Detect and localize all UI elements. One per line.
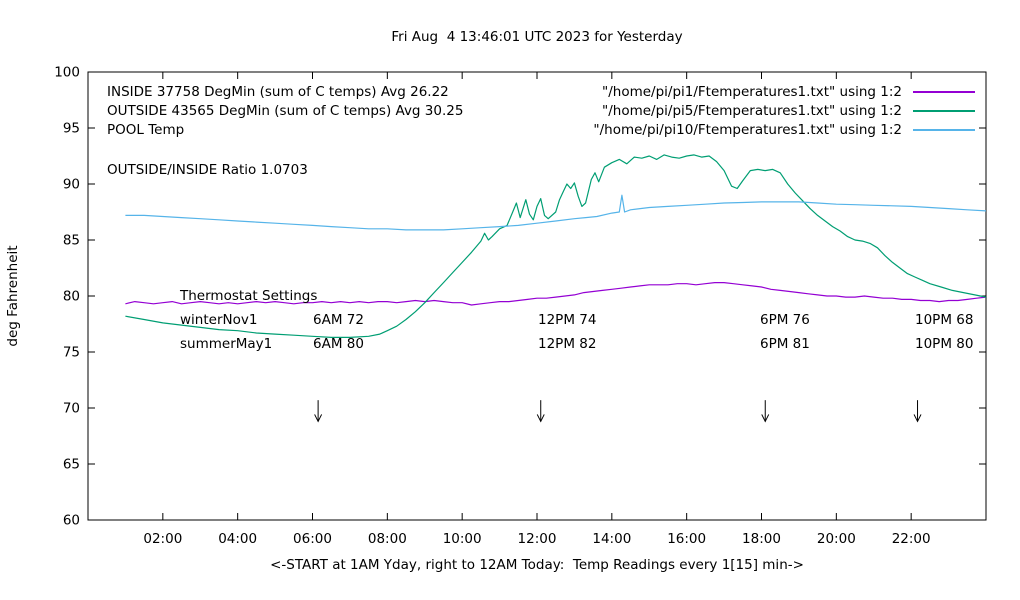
x-tick-label: 18:00 [742,531,781,547]
x-tick-label: 02:00 [143,531,182,547]
setting-6am: 6AM 72 [313,312,364,328]
series-line-inside [125,282,987,306]
setting-6pm: 6PM 81 [760,336,810,352]
y-axis-label: deg Fahrenheit [5,245,21,346]
x-tick-label: 10:00 [443,531,482,547]
x-tick-label: 16:00 [667,531,706,547]
x-tick-label: 20:00 [817,531,856,547]
y-tick-label: 70 [63,401,80,417]
x-tick-label: 06:00 [293,531,332,547]
y-tick-label: 60 [63,513,80,529]
x-tick-label: 04:00 [218,531,257,547]
legend-series-label: POOL Temp [107,122,185,138]
series-line-outside [125,154,987,338]
thermostat-row-winter: winterNov1 6AM 72 12PM 74 6PM 76 10PM 68 [0,312,1020,328]
y-tick-label: 90 [63,177,80,193]
y-tick-label: 100 [54,65,80,81]
marker-arrowhead [314,414,323,423]
legend-line-sample [913,91,975,93]
x-tick-label: 08:00 [368,531,407,547]
thermostat-heading: Thermostat Settings [180,288,318,304]
setting-6pm: 6PM 76 [760,312,810,328]
y-tick-label: 95 [63,121,80,137]
legend-row-outside: OUTSIDE 43565 DegMin (sum of C temps) Av… [0,103,1020,119]
legend-row-pool: POOL Temp "/home/pi/pi10/Ftemperatures1.… [0,122,1020,138]
ratio-annotation: OUTSIDE/INSIDE Ratio 1.0703 [107,162,308,178]
legend-file-label: "/home/pi/pi5/Ftemperatures1.txt" using … [602,103,902,119]
marker-arrowhead [536,414,545,423]
legend-row-inside: INSIDE 37758 DegMin (sum of C temps) Avg… [0,84,1020,100]
y-tick-label: 65 [63,457,80,473]
legend-line-sample [913,110,975,112]
chart-title: Fri Aug 4 13:46:01 UTC 2023 for Yesterda… [391,29,683,45]
x-axis-label: <-START at 1AM Yday, right to 12AM Today… [270,557,804,573]
legend-file-label: "/home/pi/pi1/Ftemperatures1.txt" using … [602,84,902,100]
setting-10pm: 10PM 68 [915,312,974,328]
x-tick-label: 22:00 [892,531,931,547]
setting-10pm: 10PM 80 [915,336,974,352]
legend-line-sample [913,129,975,131]
legend-series-label: INSIDE 37758 DegMin (sum of C temps) Avg… [107,84,449,100]
setting-12pm: 12PM 74 [538,312,597,328]
setting-12pm: 12PM 82 [538,336,597,352]
series-line-pool [125,194,987,231]
marker-arrowhead [913,414,922,423]
y-tick-label: 75 [63,345,80,361]
x-tick-label: 14:00 [592,531,631,547]
plot-generated: 02:00 04:00 06:00 08:00 10:00 12:00 14:00 16:00… [54,65,987,547]
marker-arrowhead [761,414,770,423]
y-tick-label: 80 [63,289,80,305]
y-tick-label: 85 [63,233,80,249]
season-label: summerMay1 [180,336,273,352]
x-tick-label: 12:00 [518,531,557,547]
season-label: winterNov1 [180,312,258,328]
setting-6am: 6AM 80 [313,336,364,352]
legend-series-label: OUTSIDE 43565 DegMin (sum of C temps) Av… [107,103,464,119]
legend-file-label: "/home/pi/pi10/Ftemperatures1.txt" using… [593,122,902,138]
thermostat-row-summer: summerMay1 6AM 80 12PM 82 6PM 81 10PM 80 [0,336,1020,352]
